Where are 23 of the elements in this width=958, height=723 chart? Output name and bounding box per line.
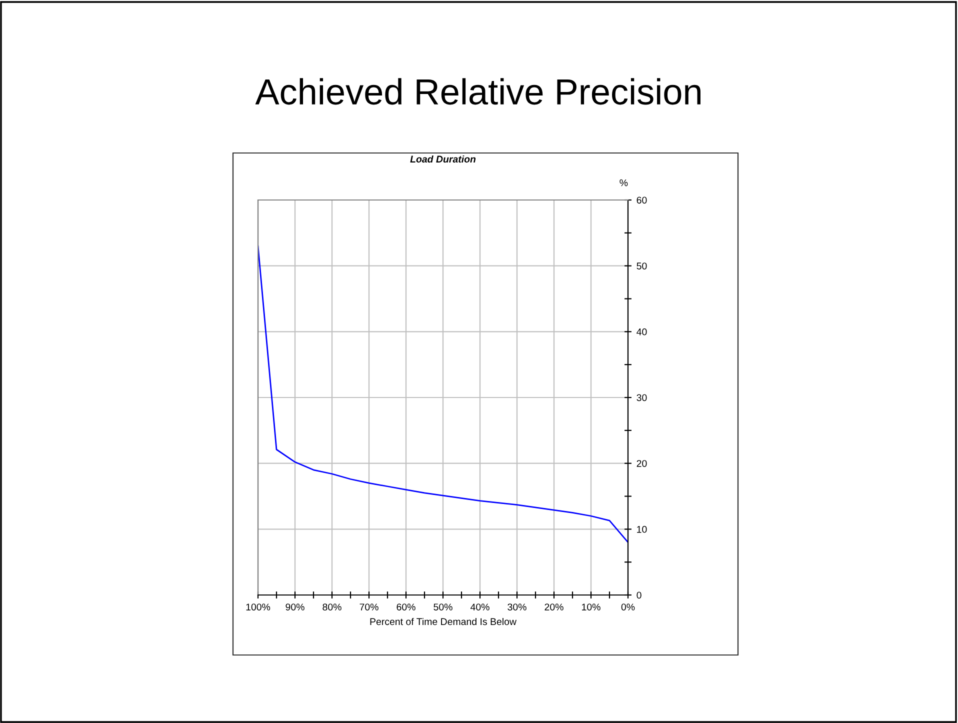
x-tick-label: 60% <box>396 604 416 610</box>
x-axis-title: Percent of Time Demand Is Below <box>370 618 517 626</box>
x-tick-label: 10% <box>582 604 600 610</box>
y-tick-label: 60 <box>636 196 647 204</box>
x-tick-label: 90% <box>286 604 304 610</box>
chart-title: Achieved Relative Precision <box>255 78 700 105</box>
y-axis-title: % <box>620 179 628 186</box>
x-tick-label: 50% <box>434 604 452 610</box>
x-tick-label: 80% <box>322 604 342 610</box>
y-tick-label: 50 <box>636 262 647 270</box>
x-tick-label: 70% <box>360 604 378 610</box>
line-series <box>258 245 628 544</box>
x-tick-label: 0% <box>621 604 635 610</box>
chart-subtitle: Load Duration <box>410 155 476 163</box>
y-tick-label: 40 <box>636 328 647 336</box>
x-tick-label: 40% <box>470 604 490 610</box>
x-tick-label: 30% <box>508 604 526 610</box>
y-tick-label: 30 <box>636 394 647 402</box>
x-tick-label: 100% <box>246 604 270 610</box>
y-tick-label: 10 <box>637 526 647 533</box>
x-tick-label: 20% <box>544 604 564 610</box>
y-tick-label: 20 <box>636 460 647 467</box>
y-tick-label: 0 <box>636 592 642 599</box>
